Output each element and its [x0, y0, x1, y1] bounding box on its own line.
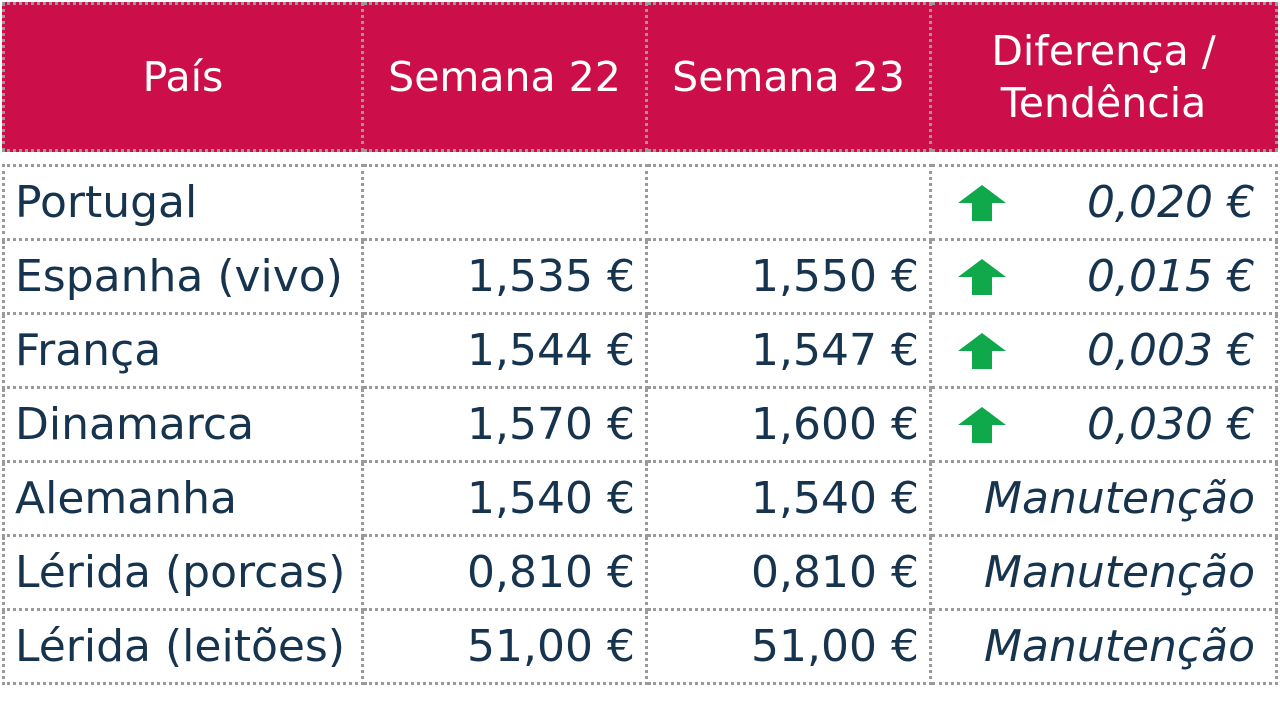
- cell-week-23: 1,600 €: [648, 389, 932, 463]
- cell-week-22: 1,540 €: [364, 463, 648, 537]
- cell-country: Alemanha: [2, 463, 364, 537]
- table-row: Lérida (porcas) 0,810 €0,810 € Manutenção: [2, 537, 1278, 611]
- cell-country: Lérida (porcas): [2, 537, 364, 611]
- price-comparison-table: País Semana 22 Semana 23 Diferença / Ten…: [2, 2, 1278, 685]
- table-row: Dinamarca 1,570 €1,600 € 0,030 €: [2, 389, 1278, 463]
- cell-week-23: 1,550 €: [648, 241, 932, 315]
- cell-trend: 0,020 €: [932, 164, 1278, 241]
- cell-country: Portugal: [2, 164, 364, 241]
- trend-value: Manutenção: [984, 473, 1255, 524]
- cell-week-23: 0,810 €: [648, 537, 932, 611]
- header-week-22: Semana 22: [364, 2, 648, 152]
- header-week-23: Semana 23: [648, 2, 932, 152]
- cell-country: Espanha (vivo): [2, 241, 364, 315]
- up-arrow-icon: [958, 406, 1006, 443]
- cell-trend: Manutenção: [932, 537, 1278, 611]
- cell-week-22: 1,544 €: [364, 315, 648, 389]
- trend-value: Manutenção: [984, 547, 1255, 598]
- up-arrow-icon: [958, 258, 1006, 295]
- header-row: País Semana 22 Semana 23 Diferença / Ten…: [2, 2, 1278, 152]
- cell-trend: 0,015 €: [932, 241, 1278, 315]
- cell-trend: Manutenção: [932, 611, 1278, 685]
- up-arrow-icon: [958, 332, 1006, 369]
- cell-week-22: 51,00 €: [364, 611, 648, 685]
- trend-value: 0,015 €: [1087, 251, 1255, 302]
- header-trend-line-1: Diferença /: [991, 27, 1216, 75]
- cell-week-22: 0,810 €: [364, 537, 648, 611]
- table-row: Lérida (leitões) 51,00 €51,00 € Manutenção: [2, 611, 1278, 685]
- cell-trend: 0,030 €: [932, 389, 1278, 463]
- trend-value: Manutenção: [984, 621, 1255, 672]
- cell-week-23: 51,00 €: [648, 611, 932, 685]
- cell-trend: Manutenção: [932, 463, 1278, 537]
- table-row: Portugal 0,020 €: [2, 164, 1278, 241]
- cell-country: Lérida (leitões): [2, 611, 364, 685]
- up-arrow-icon: [958, 184, 1006, 221]
- table-body: Portugal 0,020 € Espanha (vivo) 1,535 €1,55…: [2, 164, 1278, 685]
- trend-value: 0,003 €: [1087, 325, 1255, 376]
- cell-week-23: [648, 164, 932, 241]
- cell-country: Dinamarca: [2, 389, 364, 463]
- spacer-row: [2, 152, 1278, 164]
- header-difference-trend: Diferença / Tendência: [932, 2, 1278, 152]
- trend-value: 0,020 €: [1087, 177, 1255, 228]
- table-row: Alemanha 1,540 €1,540 € Manutenção: [2, 463, 1278, 537]
- cell-week-23: 1,547 €: [648, 315, 932, 389]
- cell-country: França: [2, 315, 364, 389]
- cell-week-22: 1,535 €: [364, 241, 648, 315]
- header-country: País: [2, 2, 364, 152]
- header-trend-line-2: Tendência: [1000, 79, 1207, 127]
- cell-week-23: 1,540 €: [648, 463, 932, 537]
- trend-value: 0,030 €: [1087, 399, 1255, 450]
- cell-week-22: 1,570 €: [364, 389, 648, 463]
- table-row: França 1,544 €1,547 € 0,003 €: [2, 315, 1278, 389]
- cell-trend: 0,003 €: [932, 315, 1278, 389]
- table-row: Espanha (vivo) 1,535 €1,550 € 0,015 €: [2, 241, 1278, 315]
- cell-week-22: [364, 164, 648, 241]
